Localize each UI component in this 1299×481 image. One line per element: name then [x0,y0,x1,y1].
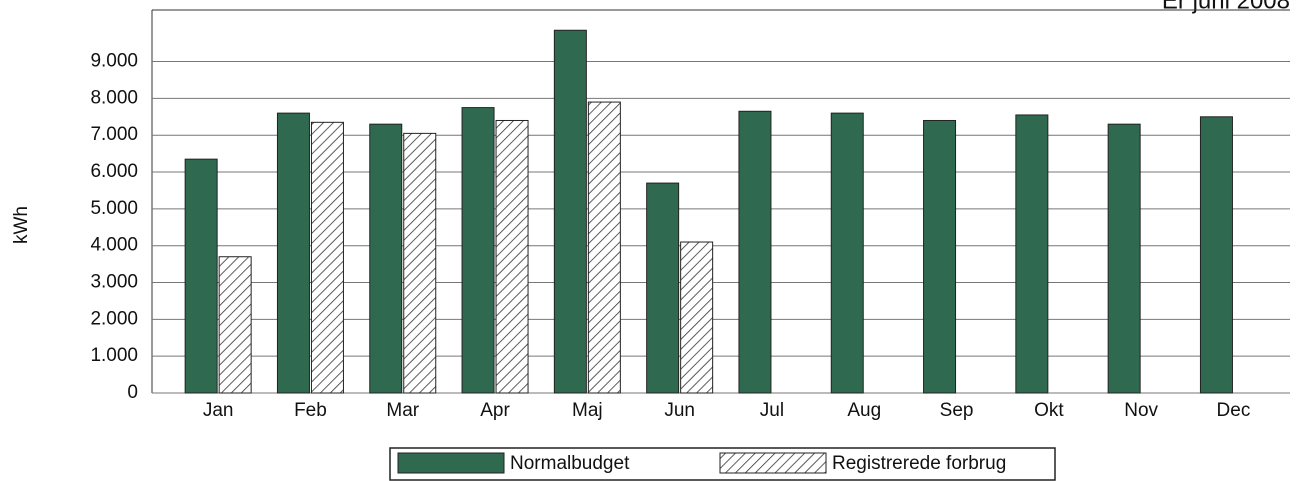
x-tick-label: Aug [847,400,881,421]
legend-label: Registrerede forbrug [832,453,1006,474]
y-tick-label: 4.000 [90,235,138,256]
bar [403,132,437,394]
bar [495,119,529,394]
legend-swatch [397,452,505,474]
x-tick-label: Okt [1034,400,1064,421]
x-tick-label: Maj [572,400,603,421]
x-tick-label: Jan [203,400,234,421]
x-tick-label: Jun [664,400,695,421]
bar [369,123,403,394]
bar [680,241,714,394]
x-tick-label: Nov [1124,400,1158,421]
y-tick-label: 7.000 [90,124,138,145]
bar [276,112,310,394]
bar [184,158,218,394]
y-tick-label: 0 [127,382,138,403]
x-tick-label: Jul [760,400,784,421]
bar [310,121,344,394]
x-tick-label: Apr [480,400,510,421]
legend-swatch [719,452,827,474]
y-tick-label: 2.000 [90,308,138,329]
bar [587,101,621,394]
bar [646,182,680,394]
bar [738,110,772,394]
bar [461,107,495,394]
y-tick-label: 3.000 [90,272,138,293]
y-tick-label: 8.000 [90,87,138,108]
x-tick-label: Feb [294,400,327,421]
bar [830,112,864,394]
y-tick-label: 5.000 [90,198,138,219]
x-tick-label: Sep [940,400,974,421]
bar [218,256,252,394]
bar [1015,114,1049,394]
x-tick-label: Mar [386,400,419,421]
bar [553,29,587,394]
annotation: Er juni 2008 [1162,0,1290,14]
y-axis-label: kWh [11,206,32,244]
bar [923,119,957,394]
x-tick-label: Dec [1217,400,1251,421]
legend-label: Normalbudget [510,453,630,474]
bar [1199,116,1233,394]
bar [1107,123,1141,394]
legend-box [389,447,1056,481]
y-tick-label: 6.000 [90,161,138,182]
y-tick-label: 9.000 [90,51,138,72]
y-tick-label: 1.000 [90,345,138,366]
